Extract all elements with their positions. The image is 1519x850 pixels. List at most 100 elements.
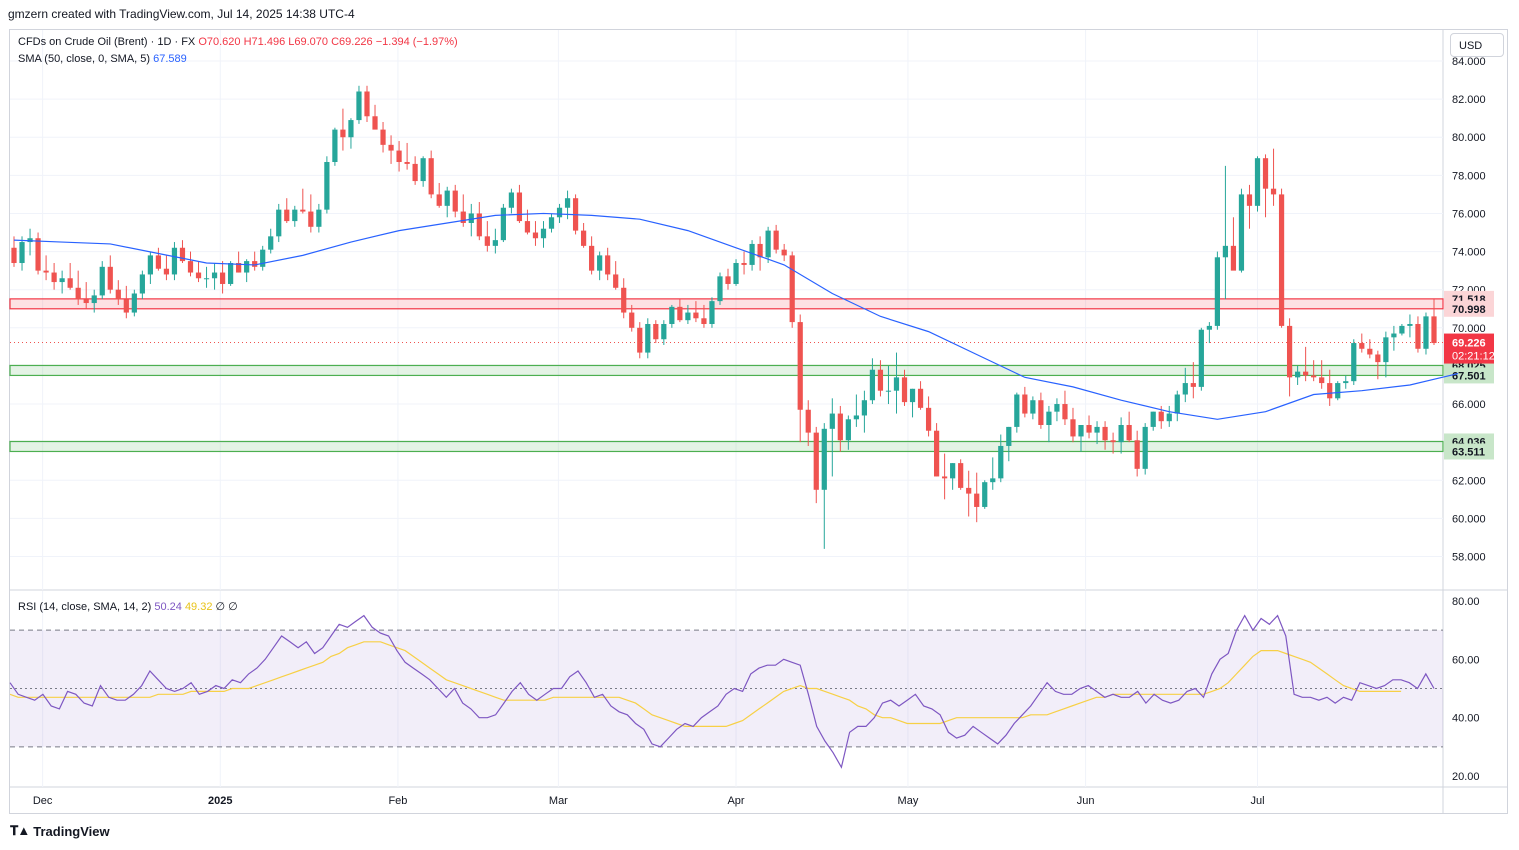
candle[interactable] xyxy=(749,243,755,265)
candle[interactable] xyxy=(1110,440,1116,443)
candle[interactable] xyxy=(917,388,924,408)
candle[interactable] xyxy=(1086,425,1092,433)
candle[interactable] xyxy=(516,192,523,222)
candle[interactable] xyxy=(958,463,964,488)
candle[interactable] xyxy=(1246,194,1253,206)
candle[interactable] xyxy=(452,190,458,212)
candle[interactable] xyxy=(1198,329,1204,387)
candle[interactable] xyxy=(43,270,49,273)
candle[interactable] xyxy=(869,369,876,401)
candle[interactable] xyxy=(982,482,988,507)
candle[interactable] xyxy=(396,150,402,163)
candle[interactable] xyxy=(1158,411,1164,422)
candle[interactable] xyxy=(428,158,434,195)
candle[interactable] xyxy=(1174,394,1180,414)
candle[interactable] xyxy=(171,247,178,275)
candle[interactable] xyxy=(1038,400,1044,426)
candle[interactable] xyxy=(444,190,450,206)
candle[interactable] xyxy=(564,198,571,208)
candle[interactable] xyxy=(1014,394,1020,427)
candle[interactable] xyxy=(1126,425,1132,441)
candle[interactable] xyxy=(1062,404,1068,420)
candle[interactable] xyxy=(107,266,113,290)
candle[interactable] xyxy=(476,213,482,237)
candle[interactable] xyxy=(508,192,515,208)
candle[interactable] xyxy=(123,299,129,313)
candle[interactable] xyxy=(1327,383,1333,399)
candle[interactable] xyxy=(1391,333,1397,338)
currency-button[interactable]: USD xyxy=(1450,33,1504,57)
candle[interactable] xyxy=(532,232,539,239)
candle[interactable] xyxy=(733,263,739,284)
candle[interactable] xyxy=(1375,354,1381,363)
candle[interactable] xyxy=(268,236,274,250)
candle[interactable] xyxy=(131,293,137,313)
candle[interactable] xyxy=(147,255,153,275)
candle[interactable] xyxy=(1166,413,1172,422)
candle[interactable] xyxy=(813,432,819,490)
candle[interactable] xyxy=(950,463,956,479)
candle[interactable] xyxy=(1206,325,1212,330)
candle[interactable] xyxy=(59,278,65,283)
candle[interactable] xyxy=(540,228,547,239)
candle[interactable] xyxy=(925,407,932,431)
candle[interactable] xyxy=(548,217,555,229)
candle[interactable] xyxy=(67,278,73,288)
candle[interactable] xyxy=(885,390,892,392)
candle[interactable] xyxy=(1094,426,1100,433)
candle[interactable] xyxy=(661,323,667,340)
candle[interactable] xyxy=(300,209,306,212)
candle[interactable] xyxy=(380,129,386,145)
candle[interactable] xyxy=(11,247,17,264)
candle[interactable] xyxy=(1078,425,1084,437)
candle[interactable] xyxy=(244,261,250,273)
candle[interactable] xyxy=(805,409,811,433)
candle[interactable] xyxy=(1351,343,1357,382)
candle[interactable] xyxy=(332,129,338,163)
support-zone[interactable] xyxy=(9,440,1444,453)
candle[interactable] xyxy=(276,209,282,237)
candle[interactable] xyxy=(1407,323,1413,326)
candle[interactable] xyxy=(187,261,194,273)
candle[interactable] xyxy=(308,211,314,227)
candle[interactable] xyxy=(974,493,980,507)
candle[interactable] xyxy=(725,276,731,284)
candle[interactable] xyxy=(1102,426,1108,441)
candle[interactable] xyxy=(837,413,843,441)
candle[interactable] xyxy=(1335,383,1341,399)
candle[interactable] xyxy=(966,487,972,494)
candle[interactable] xyxy=(773,230,779,250)
candle[interactable] xyxy=(1254,158,1261,206)
candle[interactable] xyxy=(1431,316,1437,344)
candle[interactable] xyxy=(580,230,587,246)
symbol-name[interactable]: CFDs on Crude Oil (Brent) · 1D · FX xyxy=(18,36,196,48)
candle[interactable] xyxy=(420,158,426,182)
candle[interactable] xyxy=(1222,245,1229,258)
candle[interactable] xyxy=(388,144,394,151)
sma-label[interactable]: SMA (50, close, 0, SMA, 5) xyxy=(18,53,151,65)
candle[interactable] xyxy=(589,245,595,271)
candle[interactable] xyxy=(75,287,81,300)
candle[interactable] xyxy=(757,243,763,258)
candle[interactable] xyxy=(219,272,226,284)
candle[interactable] xyxy=(556,207,563,218)
candle[interactable] xyxy=(484,236,490,246)
candle[interactable] xyxy=(637,327,643,353)
candle[interactable] xyxy=(942,476,948,479)
candle[interactable] xyxy=(717,276,723,302)
candle[interactable] xyxy=(685,312,691,321)
candle[interactable] xyxy=(115,289,121,300)
candle[interactable] xyxy=(35,238,41,271)
candle[interactable] xyxy=(372,116,378,130)
candle[interactable] xyxy=(877,369,884,391)
candle[interactable] xyxy=(492,240,498,246)
candle[interactable] xyxy=(845,419,851,441)
candle[interactable] xyxy=(893,377,900,391)
candle[interactable] xyxy=(901,377,908,403)
candle[interactable] xyxy=(1238,194,1245,271)
candle[interactable] xyxy=(1006,426,1012,446)
candle[interactable] xyxy=(669,306,675,324)
candle[interactable] xyxy=(436,194,442,206)
candle[interactable] xyxy=(1190,383,1196,387)
